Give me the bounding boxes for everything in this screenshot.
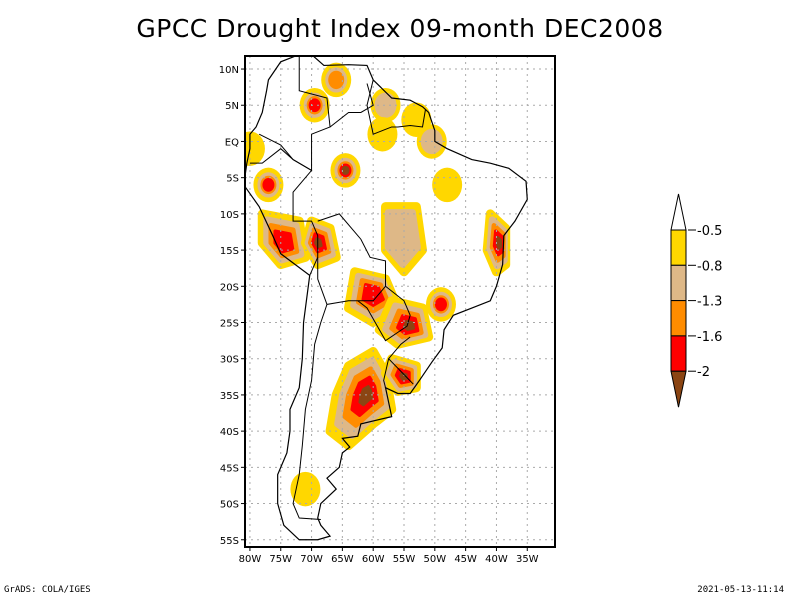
- country-border: [366, 79, 427, 135]
- y-tick-label: 50S: [220, 500, 239, 511]
- coastline-borders: [245, 56, 528, 541]
- country-border: [329, 83, 374, 128]
- drought-level-4: [308, 98, 321, 113]
- colorbar-top-triangle: [670, 193, 687, 231]
- drought-level-5: [314, 237, 323, 249]
- drought-region: [482, 209, 511, 277]
- y-tick-label: 35S: [220, 391, 239, 402]
- drought-level-5: [341, 165, 350, 176]
- y-axis: 10N 5N EQ 5S 10S 15S 20S 25S 30S 35S 40S 45S 50S 55S: [219, 65, 245, 547]
- colorbar-segment: [670, 300, 687, 337]
- drought-level-2: [384, 209, 421, 268]
- y-tick-label: 30S: [220, 355, 239, 366]
- x-tick-label: 70W: [300, 554, 323, 565]
- plot-frame: [244, 55, 556, 548]
- drought-level-1: [290, 471, 321, 507]
- colorbar-legend: -0.5 -0.8 -1.3 -1.6 -2: [670, 193, 722, 408]
- y-tick-label: 5S: [226, 174, 239, 185]
- colorbar-segment: [670, 229, 687, 266]
- x-tick-label: 35W: [516, 554, 539, 565]
- drought-region: [330, 153, 361, 188]
- drought-level-5: [495, 235, 502, 250]
- y-tick-label: EQ: [225, 137, 239, 148]
- drought-level-4: [262, 178, 275, 192]
- x-tick-label: 45W: [454, 554, 477, 565]
- drought-region: [425, 287, 456, 322]
- drought-region: [253, 167, 284, 203]
- x-tick-label: 40W: [485, 554, 508, 565]
- country-border: [317, 213, 387, 305]
- y-tick-label: 10S: [220, 210, 239, 221]
- country-border: [383, 358, 390, 388]
- continent-outline: [245, 56, 528, 541]
- drought-region: [370, 87, 401, 123]
- drought-region: [374, 296, 434, 349]
- chart-title: GPCC Drought Index 09-month DEC2008: [136, 14, 664, 43]
- grid-lines: [245, 56, 555, 547]
- drought-region: [299, 87, 330, 123]
- x-tick-label: 80W: [239, 554, 262, 565]
- y-tick-label: 15S: [220, 246, 239, 257]
- drought-region: [290, 471, 321, 507]
- drought-level-4: [434, 297, 447, 312]
- drought-level-1: [432, 167, 463, 203]
- drought-region: [321, 62, 352, 98]
- drought-level-5: [402, 319, 416, 331]
- drought-region: [381, 202, 427, 277]
- drought-level-3: [328, 70, 345, 90]
- x-tick-label: 50W: [424, 554, 447, 565]
- x-tick-label: 75W: [269, 554, 292, 565]
- drought-region: [432, 167, 463, 203]
- country-border: [357, 285, 411, 342]
- country-border: [249, 148, 319, 276]
- drought-level-2: [374, 92, 397, 118]
- y-tick-label: 40S: [220, 427, 239, 438]
- colorbar-label: -2: [697, 365, 710, 380]
- country-border: [387, 336, 414, 385]
- y-tick-label: 45S: [220, 463, 239, 474]
- colorbar-label: -0.5: [697, 224, 722, 239]
- y-tick-label: 55S: [220, 536, 239, 547]
- footer-credit: GrADS: COLA/IGES: [4, 585, 91, 595]
- colorbar-segment: [670, 335, 687, 372]
- y-tick-label: 5N: [225, 101, 239, 112]
- x-tick-label: 65W: [331, 554, 354, 565]
- drought-region: [367, 116, 398, 152]
- drought-region: [300, 216, 341, 270]
- colorbar-segment: [670, 264, 687, 302]
- x-tick-label: 60W: [362, 554, 385, 565]
- colorbar-label: -1.3: [697, 295, 722, 310]
- x-tick-label: 55W: [393, 554, 416, 565]
- drought-level-1: [367, 116, 398, 152]
- y-tick-label: 20S: [220, 282, 239, 293]
- drought-region: [381, 354, 421, 396]
- y-tick-label: 25S: [220, 319, 239, 330]
- country-border: [258, 56, 331, 172]
- footer-timestamp: 2021-05-13-11:14: [697, 585, 784, 595]
- colorbar-bottom-triangle: [670, 370, 687, 408]
- drought-level-4: [361, 283, 385, 307]
- y-tick-label: 10N: [219, 65, 239, 76]
- country-border: [292, 304, 328, 520]
- colorbar-label: -1.6: [697, 330, 722, 345]
- colorbar-label: -0.8: [697, 259, 722, 274]
- drought-level-5: [358, 385, 374, 407]
- x-axis: 80W 75W 70W 65W 60W 55W 50W 45W 40W 35W: [239, 547, 539, 565]
